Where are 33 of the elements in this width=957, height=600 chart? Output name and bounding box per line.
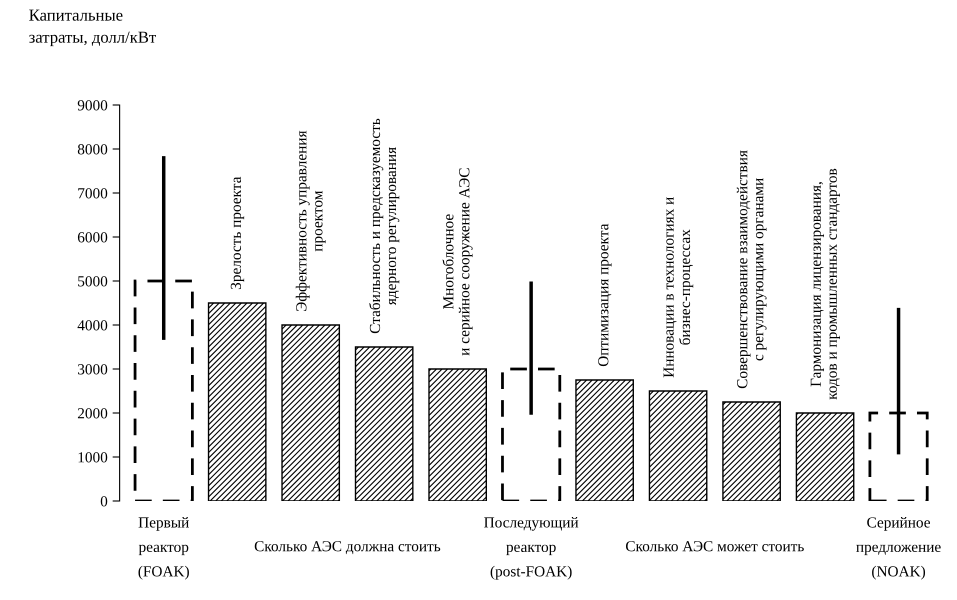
x-tick-label: Стабильность и предсказуемость ядерного регулирования xyxy=(369,118,400,334)
bar xyxy=(501,368,562,501)
x-tick-label: Совершенствование взаимодействия с регулирующими органами xyxy=(736,150,767,388)
y-tick-label: 3000 xyxy=(78,364,108,374)
y-axis-title: Капитальные затраты, долл/кВт xyxy=(29,10,156,46)
bar xyxy=(281,324,340,501)
y-tick-label: 6000 xyxy=(78,232,108,242)
y-tick-label: 4000 xyxy=(78,320,108,330)
bar xyxy=(722,401,781,501)
text: Сколько АЭС может стоить xyxy=(626,541,804,552)
y-tick-label: 9000 xyxy=(78,100,108,110)
x-tick-label: Многоблочное и серийное сооружение АЭС xyxy=(442,168,473,356)
bar xyxy=(208,302,267,501)
bar xyxy=(428,368,488,501)
bar xyxy=(354,346,414,501)
y-tick-label: 1000 xyxy=(78,452,108,462)
x-tick-label: Последующий реактор (post-FOAK) xyxy=(484,516,578,580)
x-tick-label: Эффективность управления проектом xyxy=(296,130,326,311)
x-tick-label: Оптимизация проекта xyxy=(598,224,612,366)
bar xyxy=(575,379,634,501)
x-tick-label: Гармонизация лицензирования, кодов и промышленных стандартов xyxy=(810,168,840,400)
bar xyxy=(648,390,708,501)
y-tick-label: 8000 xyxy=(78,144,108,154)
text: Сколько АЭС должна стоить xyxy=(254,541,440,554)
y-tick-label: 5000 xyxy=(78,276,108,286)
x-tick-label: Серийное предложение (NOAK) xyxy=(856,516,941,580)
y-tick-label: 2000 xyxy=(78,408,108,418)
y-tick-label: 0 xyxy=(100,496,108,506)
x-tick-label: Инновации в технологиях и бизнес-процессах xyxy=(664,197,694,378)
bar xyxy=(796,412,854,501)
y-tick-label: 7000 xyxy=(78,188,108,198)
x-tick-label: Зрелость проекта xyxy=(230,176,244,290)
x-tick-label: Первый реактор (FOAK) xyxy=(138,516,189,580)
